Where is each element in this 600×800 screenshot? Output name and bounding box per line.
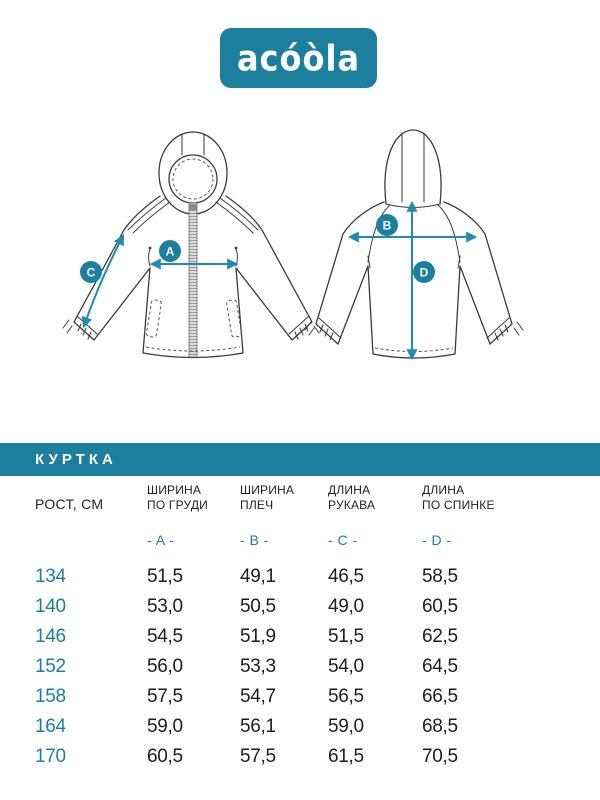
table-row: 134 51,5 49,1 46,5 58,5 bbox=[35, 562, 600, 592]
value-cell: 53,0 bbox=[147, 596, 183, 617]
value-cell: 59,0 bbox=[147, 716, 183, 737]
value-cell: 56,5 bbox=[328, 686, 364, 707]
column-letter-row: - A - - B - - C - - D - bbox=[35, 532, 600, 548]
badge-letter-c: C bbox=[87, 266, 96, 280]
front-pocket-left bbox=[146, 299, 162, 338]
height-cell: 146 bbox=[35, 626, 66, 647]
back-hood-outline bbox=[384, 129, 442, 205]
back-hood-panels bbox=[401, 132, 425, 203]
height-cell: 152 bbox=[35, 656, 66, 677]
value-cell: 49,1 bbox=[240, 566, 276, 587]
value-cell: 60,5 bbox=[422, 596, 458, 617]
jacket-front-view bbox=[62, 131, 324, 359]
value-cell: 51,9 bbox=[240, 626, 276, 647]
measure-badge-d: D bbox=[413, 261, 435, 283]
value-cell: 54,7 bbox=[240, 686, 276, 707]
column-letter-a: - A - bbox=[147, 532, 175, 548]
table-row: 140 53,0 50,5 49,0 60,5 bbox=[35, 592, 600, 622]
value-cell: 64,5 bbox=[422, 656, 458, 677]
front-hem-stitch bbox=[145, 346, 241, 352]
column-header-shoulders: ШИРИНА ПЛЕЧ bbox=[240, 483, 295, 512]
column-letter-c: - C - bbox=[328, 532, 358, 548]
value-cell: 60,5 bbox=[147, 746, 183, 767]
table-row: 152 56,0 53,3 54,0 64,5 bbox=[35, 652, 600, 682]
measure-badge-b: B bbox=[376, 214, 398, 236]
value-cell: 57,5 bbox=[147, 686, 183, 707]
value-cell: 54,0 bbox=[328, 656, 364, 677]
front-hood-panels bbox=[181, 134, 205, 156]
column-header-chest: ШИРИНА ПО ГРУДИ bbox=[147, 483, 208, 512]
table-row: 170 60,5 57,5 61,5 70,5 bbox=[35, 742, 600, 772]
value-cell: 68,5 bbox=[422, 716, 458, 737]
front-zipper-slider bbox=[189, 205, 197, 210]
back-raglan-seams bbox=[367, 204, 461, 263]
value-cell: 66,5 bbox=[422, 686, 458, 707]
front-body-outline bbox=[73, 195, 313, 359]
badge-letter-d: D bbox=[420, 266, 429, 280]
brand-logo-text: acóòla bbox=[236, 36, 361, 80]
table-header: РОСТ, СМ ШИРИНА ПО ГРУДИ ШИРИНА ПЛЕЧ ДЛИ… bbox=[35, 481, 600, 513]
value-cell: 53,3 bbox=[240, 656, 276, 677]
front-zipper bbox=[188, 202, 198, 358]
value-cell: 61,5 bbox=[328, 746, 364, 767]
measure-arrow-c bbox=[81, 234, 125, 329]
measure-arrows bbox=[81, 200, 478, 361]
table-row: 164 59,0 56,1 59,0 68,5 bbox=[35, 712, 600, 742]
back-right-cuff bbox=[486, 317, 524, 341]
height-cell: 170 bbox=[35, 746, 66, 767]
brand-logo: acóòla bbox=[220, 28, 377, 88]
value-cell: 70,5 bbox=[422, 746, 458, 767]
value-cell: 57,5 bbox=[240, 746, 276, 767]
value-cell: 51,5 bbox=[147, 566, 183, 587]
value-cell: 51,5 bbox=[328, 626, 364, 647]
value-cell: 46,5 bbox=[328, 566, 364, 587]
value-cell: 50,5 bbox=[240, 596, 276, 617]
column-letter-b: - B - bbox=[240, 532, 269, 548]
column-header-sleeve: ДЛИНА РУКАВА bbox=[328, 483, 376, 512]
value-cell: 56,0 bbox=[147, 656, 183, 677]
size-table: РОСТ, СМ ШИРИНА ПО ГРУДИ ШИРИНА ПЛЕЧ ДЛИ… bbox=[0, 481, 600, 772]
height-cell: 164 bbox=[35, 716, 66, 737]
badge-letter-b: B bbox=[383, 219, 392, 233]
measure-badge-a: A bbox=[159, 240, 181, 262]
table-body: 134 51,5 49,1 46,5 58,5 140 53,0 50,5 49… bbox=[35, 562, 600, 772]
section-banner: КУРТКА bbox=[0, 443, 600, 476]
value-cell: 58,5 bbox=[422, 566, 458, 587]
value-cell: 49,0 bbox=[328, 596, 364, 617]
value-cell: 54,5 bbox=[147, 626, 183, 647]
value-cell: 62,5 bbox=[422, 626, 458, 647]
back-left-cuff bbox=[304, 317, 342, 341]
measure-badge-c: C bbox=[80, 261, 102, 283]
section-title: КУРТКА bbox=[35, 451, 117, 468]
table-row: 158 57,5 54,7 56,5 66,5 bbox=[35, 682, 600, 712]
jacket-back-view bbox=[304, 129, 524, 359]
jacket-measurement-diagram: A C B D bbox=[62, 129, 524, 361]
height-cell: 134 bbox=[35, 566, 66, 587]
column-letter-d: - D - bbox=[422, 532, 452, 548]
front-raglan-seams bbox=[127, 197, 259, 234]
value-cell: 56,1 bbox=[240, 716, 276, 737]
row-header: РОСТ, СМ bbox=[35, 496, 104, 512]
table-row: 146 54,5 51,9 51,5 62,5 bbox=[35, 622, 600, 652]
back-underarm-marks bbox=[367, 255, 461, 269]
height-cell: 158 bbox=[35, 686, 66, 707]
column-header-back-length: ДЛИНА ПО СПИНКЕ bbox=[422, 483, 495, 512]
height-cell: 140 bbox=[35, 596, 66, 617]
badge-letter-a: A bbox=[166, 245, 175, 259]
front-pocket-right bbox=[226, 299, 242, 338]
value-cell: 59,0 bbox=[328, 716, 364, 737]
